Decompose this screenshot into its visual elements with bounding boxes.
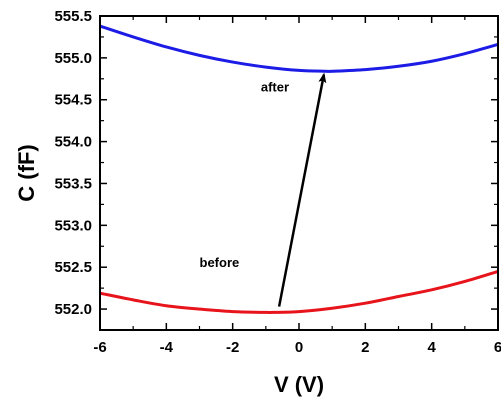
series-line-1 [100, 24, 498, 73]
y-tick-label: 555.0 [54, 50, 92, 67]
y-tick-label: 555.5 [54, 8, 92, 25]
x-tick-label: -2 [226, 339, 239, 356]
y-tick-label: 553.0 [54, 217, 92, 234]
x-tick-label: -4 [160, 339, 174, 356]
axes-layer: -6 -4 -2 0 2 4 6 552.0 552.5 553.0 553.5 554.0 554.5… [54, 8, 501, 356]
y-tick-label: 554.5 [54, 92, 92, 109]
x-axis-title: V (V) [274, 372, 324, 397]
y-tick-label: 552.0 [54, 301, 92, 318]
plot-frame [99, 15, 499, 331]
x-tick-label: -6 [93, 339, 106, 356]
x-tick-label: 4 [427, 339, 436, 356]
annotation-before: before [200, 255, 240, 270]
series-layer [100, 24, 498, 315]
x-tick-label: 2 [361, 339, 369, 356]
y-tick-label: 554.0 [54, 134, 92, 151]
shift-arrow [277, 72, 327, 307]
series-line-0 [100, 269, 498, 315]
y-axis-title: C (fF) [14, 144, 39, 201]
y-tick-label: 553.5 [54, 175, 92, 192]
x-tick-label: 0 [295, 339, 303, 356]
x-tick-label: 6 [494, 339, 501, 356]
y-tick-label: 552.5 [54, 259, 92, 276]
annotation-after: after [261, 79, 289, 94]
annotation-layer: after before [200, 72, 327, 307]
